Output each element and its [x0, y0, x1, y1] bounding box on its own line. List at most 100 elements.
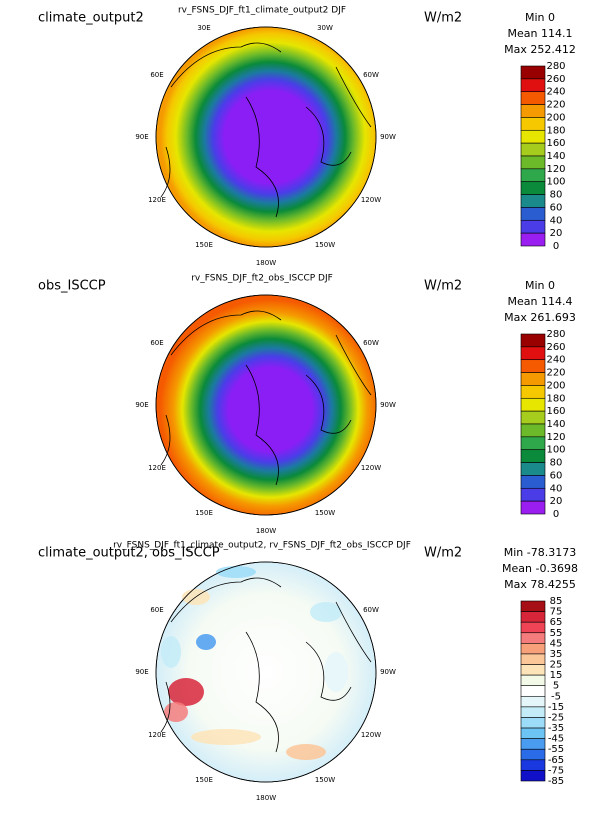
colorbar-label: 65 [550, 617, 563, 628]
colorbar-box [520, 695, 546, 708]
colorbar-box [520, 181, 546, 195]
colorbar-label: -45 [548, 734, 564, 745]
colorbar-box [520, 372, 546, 386]
colorbar-label: 240 [546, 355, 565, 366]
map-disk [155, 294, 377, 516]
colorbar-box [520, 500, 546, 515]
colorbar-label: 45 [550, 638, 563, 649]
map-border [155, 561, 377, 783]
colorbar-label: 260 [546, 74, 565, 85]
colorbar-box [520, 207, 546, 221]
colorbar-box [520, 91, 546, 105]
stat: Min 0 [525, 11, 555, 24]
longitude-label: 60W [363, 339, 379, 347]
colorbar-label: 160 [546, 138, 565, 149]
stat: Max 252.412 [504, 43, 576, 56]
colorbar-box [520, 621, 546, 634]
colorbar-label: 0 [553, 509, 559, 520]
map-border [155, 26, 377, 248]
stat: Min 0 [525, 279, 555, 292]
stat: Min -78.3173 [504, 546, 576, 559]
anomaly-patch [196, 634, 216, 650]
colorbar-label: -65 [548, 755, 564, 766]
coastline [160, 310, 372, 486]
colorbar-box [520, 727, 546, 739]
stat: Max 261.693 [504, 311, 576, 324]
panel-center-title: rv_FSNS_DJF_ft1_climate_output2 DJF [178, 6, 346, 16]
colorbar-box [520, 117, 546, 131]
colorbar-label: 35 [550, 649, 563, 660]
anomaly-patch [310, 602, 342, 622]
colorbar-box [520, 168, 546, 183]
anomaly-patch [286, 744, 326, 760]
map-border [155, 294, 377, 516]
colorbar-label: 75 [550, 607, 563, 618]
colorbar-label: 120 [546, 164, 565, 175]
colorbar-box [520, 129, 546, 144]
colorbar-label: 60 [550, 470, 563, 481]
colorbar-label: 180 [546, 125, 565, 136]
stat: Mean 114.1 [508, 27, 573, 40]
colorbar-label: -35 [548, 723, 564, 734]
longitude-label: 120W [361, 464, 381, 472]
stat: Mean -0.3698 [502, 562, 578, 575]
panel-left-title: obs_ISCCP [38, 279, 106, 294]
longitude-label: 120E [148, 464, 166, 472]
colorbar-box [520, 706, 546, 718]
colorbar-box [520, 194, 546, 208]
longitude-label: 180W [256, 794, 276, 802]
colorbar-label: 85 [550, 596, 563, 607]
longitude-label: 150W [315, 509, 335, 517]
colorbar-box [520, 632, 546, 644]
colorbar-label: 200 [546, 380, 565, 391]
longitude-label: 60E [150, 71, 163, 79]
longitude-label: 150W [315, 776, 335, 784]
colorbar-box [520, 436, 546, 451]
colorbar-label: -25 [548, 712, 564, 723]
colorbar-box [520, 78, 546, 93]
panel-units: W/m2 [424, 546, 462, 561]
colorbar-box [520, 475, 546, 489]
colorbar-label: -85 [548, 776, 564, 787]
colorbar-label: 80 [550, 190, 563, 201]
colorbar-box [520, 685, 546, 697]
colorbar-box [520, 748, 546, 761]
colorbar-label: 260 [546, 342, 565, 353]
longitude-label: 180W [256, 527, 276, 535]
colorbar-label: 80 [550, 458, 563, 469]
colorbar-box [520, 717, 546, 729]
colorbar-label: 120 [546, 432, 565, 443]
longitude-label: 30E [197, 24, 210, 32]
panel-units: W/m2 [424, 279, 462, 294]
stat: Mean 114.4 [508, 295, 573, 308]
colorbar-box [520, 346, 546, 361]
colorbar-label: 220 [546, 100, 565, 111]
colorbar-box [520, 142, 546, 157]
colorbar-box [520, 611, 546, 623]
colorbar-label: 280 [546, 329, 565, 340]
colorbar-label: 220 [546, 368, 565, 379]
colorbar-label: 5 [553, 681, 559, 692]
colorbar-box [520, 653, 546, 665]
coastline [160, 577, 372, 753]
panel-left-title: climate_output2, obs_ISCCP [38, 546, 220, 561]
longitude-label: 60E [150, 606, 163, 614]
colorbar-box [520, 359, 546, 373]
colorbar-box [520, 674, 546, 687]
longitude-label: 90W [380, 668, 396, 676]
colorbar-label: 40 [550, 215, 563, 226]
colorbar-label: -5 [551, 691, 561, 702]
colorbar-box [520, 487, 546, 502]
anomaly-patch [168, 678, 204, 706]
colorbar-box [520, 449, 546, 463]
colorbar-label: 20 [550, 496, 563, 507]
stat: Max 78.4255 [504, 578, 576, 591]
colorbar-label: 0 [553, 241, 559, 252]
colorbar-label: 240 [546, 87, 565, 98]
panel-left-title: climate_output2 [38, 11, 144, 26]
longitude-label: 150E [195, 776, 213, 784]
colorbar-box [520, 738, 546, 750]
colorbar-label: 100 [546, 177, 565, 188]
colorbar-label: 140 [546, 419, 565, 430]
colorbar-label: 15 [550, 670, 563, 681]
